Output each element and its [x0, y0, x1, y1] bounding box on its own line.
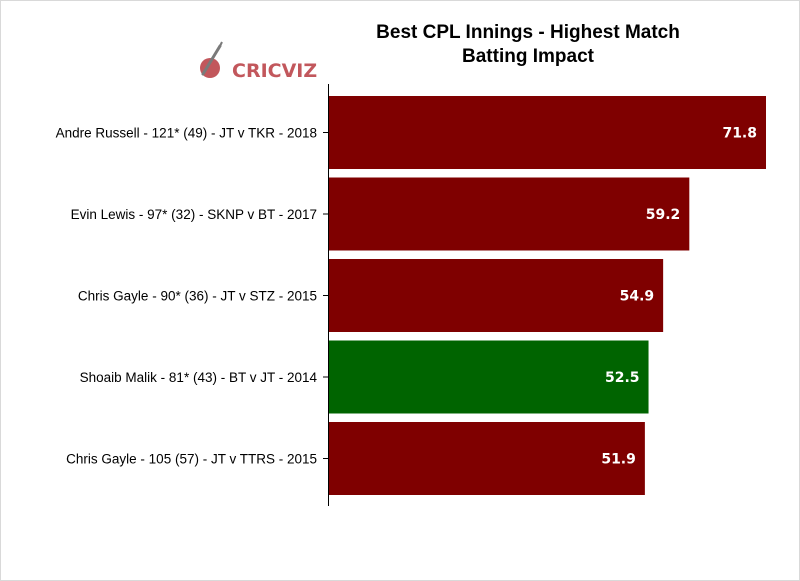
value-label-4: 52.5 — [605, 370, 640, 386]
bar-3 — [329, 259, 664, 332]
category-label-1: Andre Russell - 121* (49) - JT v TKR - 2… — [56, 126, 317, 141]
category-labels: Andre Russell - 121* (49) - JT v TKR - 2… — [56, 126, 318, 467]
bar-4 — [329, 340, 649, 414]
bar-5 — [329, 422, 645, 495]
chart-title-line-1: Best CPL Innings - Highest Match — [376, 22, 680, 43]
chart-title: Best CPL Innings - Highest Match Batting… — [376, 22, 680, 67]
value-label-5: 51.9 — [601, 452, 636, 468]
logo-text: CRICVIZ — [232, 60, 317, 82]
cricket-bat-ball-icon — [200, 41, 223, 78]
bar-1 — [329, 96, 766, 169]
chart-title-line-2: Batting Impact — [462, 46, 595, 67]
category-label-5: Chris Gayle - 105 (57) - JT v TTRS - 201… — [66, 452, 317, 467]
value-label-3: 54.9 — [620, 289, 655, 305]
value-label-2: 59.2 — [646, 207, 681, 223]
value-label-1: 71.8 — [722, 126, 757, 142]
category-label-2: Evin Lewis - 97* (32) - SKNP v BT - 2017 — [71, 207, 317, 222]
category-label-4: Shoaib Malik - 81* (43) - BT v JT - 2014 — [80, 370, 318, 385]
value-labels: 71.8 59.2 54.9 52.5 51.9 — [601, 126, 757, 468]
bars-group — [323, 96, 766, 495]
cricviz-logo: CRICVIZ — [200, 41, 317, 82]
category-label-3: Chris Gayle - 90* (36) - JT v STZ - 2015 — [78, 289, 317, 304]
bar-2 — [329, 177, 690, 251]
